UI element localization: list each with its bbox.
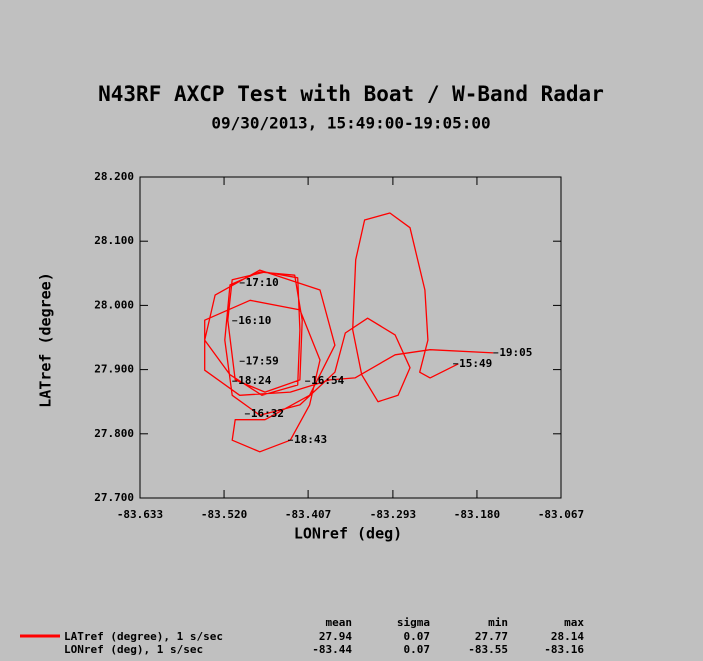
- stats-header: sigma: [397, 616, 430, 629]
- annotation: 19:05: [499, 346, 532, 359]
- stats-value: 27.94: [319, 630, 352, 643]
- stats-header: mean: [326, 616, 353, 629]
- x-tick-label: -83.293: [370, 508, 416, 521]
- y-tick-label: 27.700: [94, 491, 134, 504]
- annotation: 16:32: [251, 407, 284, 420]
- y-tick-label: 28.000: [94, 298, 134, 311]
- stats-header: max: [564, 616, 584, 629]
- stats-header: min: [488, 616, 508, 629]
- stats-value: -83.44: [312, 643, 352, 656]
- y-tick-label: 28.100: [94, 234, 134, 247]
- plot-frame: [139, 176, 562, 499]
- stats-row-label: LONref (deg), 1 s/sec: [64, 643, 203, 656]
- chart-title: N43RF AXCP Test with Boat / W-Band Radar: [98, 82, 604, 106]
- annotation: 16:10: [238, 314, 271, 327]
- annotation: 16:54: [311, 374, 344, 387]
- y-tick-label: 27.900: [94, 363, 134, 376]
- annotation: 18:24: [238, 374, 271, 387]
- legend-label: LATref (degree), 1 s/sec: [64, 630, 223, 643]
- x-axis-label: LONref (deg): [294, 525, 402, 543]
- stats-value: 27.77: [475, 630, 508, 643]
- stats-value: 28.14: [551, 630, 584, 643]
- x-tick-label: -83.520: [201, 508, 247, 521]
- x-tick-label: -83.180: [454, 508, 500, 521]
- x-tick-label: -83.407: [285, 508, 331, 521]
- chart-subtitle: 09/30/2013, 15:49:00-19:05:00: [211, 114, 490, 133]
- stats-value: -83.16: [544, 643, 584, 656]
- y-tick-label: 28.200: [94, 170, 134, 183]
- annotation: 17:10: [246, 276, 279, 289]
- y-tick-label: 27.800: [94, 427, 134, 440]
- trajectory-line: [204, 212, 494, 453]
- annotation: 15:49: [459, 357, 492, 370]
- y-axis-label: LATref (degree): [37, 272, 55, 407]
- annotation: 18:43: [294, 433, 327, 446]
- stats-value: -83.55: [468, 643, 508, 656]
- stats-value: 0.07: [404, 643, 431, 656]
- x-tick-label: -83.633: [117, 508, 163, 521]
- stats-value: 0.07: [404, 630, 431, 643]
- x-tick-label: -83.067: [538, 508, 584, 521]
- annotation: 17:59: [246, 354, 279, 367]
